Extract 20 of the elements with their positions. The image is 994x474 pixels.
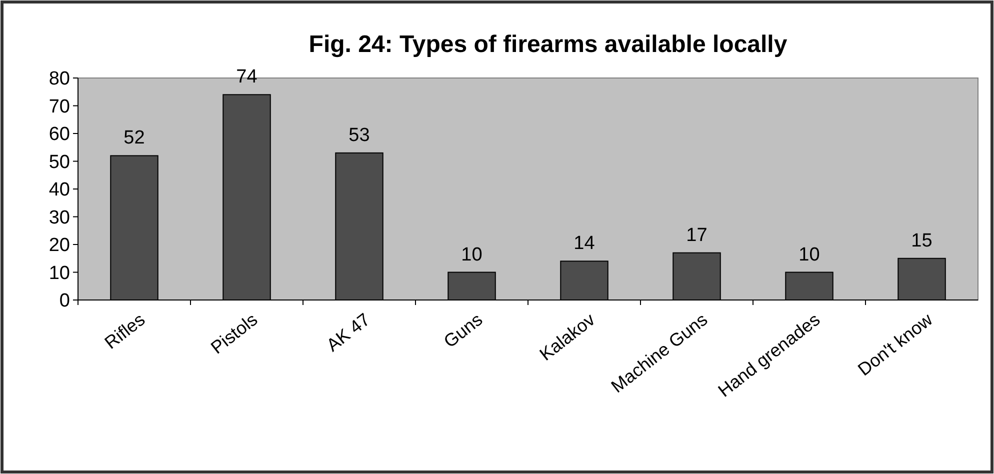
x-tick-label: Guns <box>440 309 486 352</box>
data-label: 52 <box>124 128 145 149</box>
y-tick-label: 70 <box>48 96 70 118</box>
y-tick-label: 0 <box>59 290 70 312</box>
data-label: 10 <box>461 244 482 266</box>
data-label: 10 <box>798 244 820 266</box>
data-label: 14 <box>574 233 596 254</box>
data-label: 15 <box>911 230 932 252</box>
y-tick-label: 20 <box>48 235 70 256</box>
data-label: 74 <box>236 66 258 88</box>
data-label: 53 <box>348 124 370 146</box>
y-tick-label: 40 <box>48 180 70 201</box>
y-tick-label: 80 <box>48 68 70 90</box>
y-tick-label: 50 <box>48 152 70 173</box>
y-tick-label: 30 <box>48 207 70 228</box>
data-label: 17 <box>686 224 708 246</box>
y-tick-label: 10 <box>48 262 70 284</box>
chart-title: Fig. 24: Types of firearms available locally <box>308 31 788 58</box>
x-tick-label: AK 47 <box>322 309 374 356</box>
y-tick-label: 60 <box>48 124 70 146</box>
